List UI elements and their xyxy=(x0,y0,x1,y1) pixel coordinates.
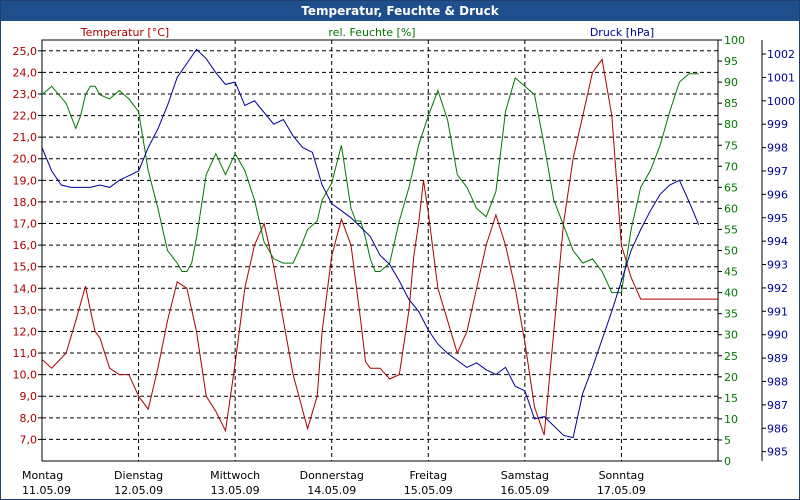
window-title: Temperatur, Feuchte & Druck xyxy=(1,1,799,21)
series-line-pressure xyxy=(42,48,700,439)
temp-tick-label: 12,0 xyxy=(13,325,38,338)
pressure-tick-label: 1002 xyxy=(767,48,795,61)
pressure-tick-label: 991 xyxy=(767,305,788,318)
humidity-tick-label: 100 xyxy=(724,34,745,47)
temp-tick-label: 9,0 xyxy=(20,390,38,403)
x-date-label: 17.05.09 xyxy=(597,484,646,497)
pressure-tick-label: 1001 xyxy=(767,71,795,84)
x-day-label: Dienstag xyxy=(114,469,163,482)
temp-tick-label: 10,0 xyxy=(13,369,38,382)
temp-tick-label: 19,0 xyxy=(13,174,38,187)
temp-tick-label: 18,0 xyxy=(13,196,38,209)
humidity-tick-label: 55 xyxy=(724,223,738,236)
x-date-label: 13.05.09 xyxy=(211,484,260,497)
humidity-tick-label: 80 xyxy=(724,118,738,131)
humidity-tick-label: 45 xyxy=(724,266,738,279)
series-line-temperature xyxy=(42,58,718,436)
pressure-tick-label: 997 xyxy=(767,165,788,178)
pressure-tick-label: 985 xyxy=(767,446,788,459)
temp-tick-label: 14,0 xyxy=(13,282,38,295)
humidity-tick-label: 35 xyxy=(724,308,738,321)
humidity-tick-label: 0 xyxy=(724,455,731,468)
temp-tick-label: 15,0 xyxy=(13,261,38,274)
humidity-tick-label: 30 xyxy=(724,329,738,342)
pressure-tick-label: 995 xyxy=(767,212,788,225)
temp-tick-label: 11,0 xyxy=(13,347,38,360)
humidity-tick-label: 90 xyxy=(724,76,738,89)
humidity-tick-label: 5 xyxy=(724,434,731,447)
temp-tick-label: 7,0 xyxy=(20,433,38,446)
temp-tick-label: 21,0 xyxy=(13,131,38,144)
temp-tick-label: 24,0 xyxy=(13,66,38,79)
temp-axis-label: Temperatur [°C] xyxy=(80,26,169,39)
humidity-tick-label: 75 xyxy=(724,139,738,152)
humidity-axis-label: rel. Feuchte [%] xyxy=(328,26,415,39)
humidity-tick-label: 20 xyxy=(724,371,738,384)
humidity-tick-label: 15 xyxy=(724,392,738,405)
humidity-tick-label: 60 xyxy=(724,202,738,215)
x-day-label: Samstag xyxy=(501,469,549,482)
humidity-tick-label: 85 xyxy=(724,97,738,110)
x-date-label: 15.05.09 xyxy=(404,484,453,497)
temp-tick-label: 23,0 xyxy=(13,88,38,101)
pressure-tick-label: 996 xyxy=(767,188,788,201)
pressure-tick-label: 1000 xyxy=(767,95,795,108)
pressure-axis-label: Druck [hPa] xyxy=(590,26,654,39)
pressure-tick-label: 988 xyxy=(767,375,788,388)
x-day-label: Freitag xyxy=(409,469,447,482)
pressure-tick-label: 998 xyxy=(767,142,788,155)
x-date-label: 14.05.09 xyxy=(307,484,356,497)
humidity-tick-label: 50 xyxy=(724,245,738,258)
series-line-humidity xyxy=(42,73,699,294)
pressure-tick-label: 990 xyxy=(767,329,788,342)
x-day-label: Sonntag xyxy=(599,469,645,482)
pressure-tick-label: 986 xyxy=(767,422,788,435)
x-day-label: Mittwoch xyxy=(210,469,260,482)
temp-tick-label: 20,0 xyxy=(13,153,38,166)
temp-tick-label: 22,0 xyxy=(13,110,38,123)
pressure-tick-label: 993 xyxy=(767,259,788,272)
plot-area xyxy=(41,39,719,462)
humidity-tick-label: 95 xyxy=(724,55,738,68)
x-date-label: 12.05.09 xyxy=(114,484,163,497)
pressure-tick-label: 987 xyxy=(767,399,788,412)
x-date-label: 11.05.09 xyxy=(22,484,71,497)
pressure-tick-label: 989 xyxy=(767,352,788,365)
pressure-tick-label: 994 xyxy=(767,235,788,248)
temp-tick-label: 25,0 xyxy=(13,45,38,58)
temp-tick-label: 16,0 xyxy=(13,239,38,252)
humidity-tick-label: 25 xyxy=(724,350,738,363)
temp-tick-label: 8,0 xyxy=(20,412,38,425)
temp-tick-label: 17,0 xyxy=(13,218,38,231)
humidity-tick-label: 65 xyxy=(724,181,738,194)
humidity-tick-label: 40 xyxy=(724,287,738,300)
pressure-tick-label: 992 xyxy=(767,282,788,295)
humidity-tick-label: 70 xyxy=(724,160,738,173)
x-date-label: 16.05.09 xyxy=(500,484,549,497)
temp-tick-label: 13,0 xyxy=(13,304,38,317)
x-day-label: Montag xyxy=(22,469,63,482)
humidity-tick-label: 10 xyxy=(724,413,738,426)
pressure-tick-label: 999 xyxy=(767,118,788,131)
x-day-label: Donnerstag xyxy=(300,469,364,482)
